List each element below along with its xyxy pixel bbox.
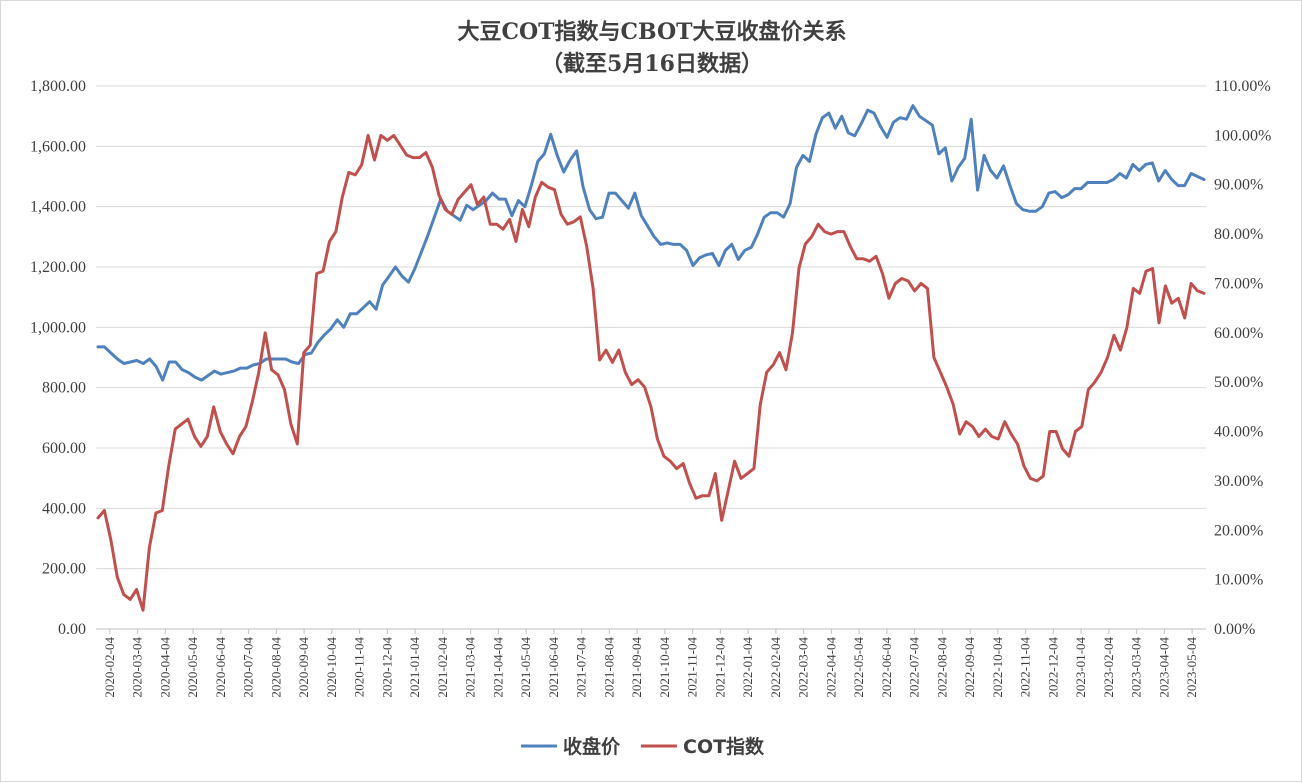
x-tick-label: 2020-10-04 bbox=[324, 637, 339, 698]
x-tick-label: 2020-02-04 bbox=[102, 637, 117, 698]
y-left-tick-label: 200.00 bbox=[42, 561, 86, 578]
x-tick-label: 2021-06-04 bbox=[546, 637, 561, 698]
x-tick-label: 2021-12-04 bbox=[712, 637, 727, 698]
x-tick-label: 2021-09-04 bbox=[629, 637, 644, 698]
y-left-tick-label: 1,000.00 bbox=[30, 319, 86, 336]
legend-label: COT指数 bbox=[683, 735, 765, 758]
y-left-tick-label: 1,600.00 bbox=[30, 138, 86, 155]
y-right-tick-label: 40.00% bbox=[1214, 424, 1263, 441]
series-lines bbox=[96, 104, 1206, 612]
series-line bbox=[96, 104, 1206, 382]
x-tick-label: 2023-03-04 bbox=[1129, 637, 1144, 698]
x-tick-label: 2021-08-04 bbox=[601, 637, 616, 698]
y-right-tick-label: 30.00% bbox=[1214, 473, 1263, 490]
y-left-tick-label: 600.00 bbox=[42, 440, 86, 457]
x-tick-label: 2022-04-04 bbox=[823, 637, 838, 698]
legend: 收盘价 COT指数 bbox=[521, 735, 765, 758]
y-left-tick-label: 1,800.00 bbox=[30, 78, 86, 95]
x-tick-label: 2021-10-04 bbox=[657, 637, 672, 698]
y-left-tick-label: 800.00 bbox=[42, 380, 86, 397]
y-left-tick-label: 1,200.00 bbox=[30, 259, 86, 276]
x-tick-label: 2023-02-04 bbox=[1101, 637, 1116, 698]
x-tick-label: 2020-12-04 bbox=[379, 637, 394, 698]
y-left-tick-label: 1,400.00 bbox=[30, 199, 86, 216]
x-tick-label: 2022-06-04 bbox=[879, 637, 894, 698]
x-tick-label: 2022-11-04 bbox=[1018, 637, 1033, 698]
y-right-tick-label: 50.00% bbox=[1214, 374, 1263, 391]
y-axis-right: 0.00% 10.00% 20.00% 30.00% 40.00% 50.00% 60.00… bbox=[1214, 78, 1271, 638]
y-right-tick-label: 100.00% bbox=[1214, 127, 1271, 144]
x-tick-label: 2023-01-04 bbox=[1073, 637, 1088, 698]
x-tick-label: 2020-08-04 bbox=[268, 637, 283, 698]
y-left-tick-label: 400.00 bbox=[42, 500, 86, 517]
x-tick-label: 2020-03-04 bbox=[130, 637, 145, 698]
x-tick-label: 2021-04-04 bbox=[490, 637, 505, 698]
x-tick-label: 2020-09-04 bbox=[296, 637, 311, 698]
y-left-tick-label: 0.00 bbox=[58, 621, 86, 638]
x-tick-label: 2022-12-04 bbox=[1045, 637, 1060, 698]
y-right-tick-label: 20.00% bbox=[1214, 522, 1263, 539]
x-axis: 2020-02-04 2020-03-04 2020-04-04 2020-05-04… bbox=[102, 629, 1199, 698]
gridlines bbox=[96, 85, 1206, 630]
x-tick-label: 2021-05-04 bbox=[518, 637, 533, 698]
x-tick-label: 2022-09-04 bbox=[962, 637, 977, 698]
x-tick-label: 2021-03-04 bbox=[463, 637, 478, 698]
x-tick-label: 2021-01-04 bbox=[407, 637, 422, 698]
y-right-tick-label: 80.00% bbox=[1214, 226, 1263, 243]
y-axis-left: 0.00 200.00 400.00 600.00 800.00 1,000.00 1,20… bbox=[30, 78, 86, 638]
y-right-tick-label: 10.00% bbox=[1214, 572, 1263, 589]
x-tick-label: 2020-06-04 bbox=[213, 637, 228, 698]
series-line bbox=[96, 133, 1206, 612]
x-tick-label: 2021-02-04 bbox=[435, 637, 450, 698]
y-right-tick-label: 0.00% bbox=[1214, 621, 1255, 638]
x-tick-label: 2020-07-04 bbox=[241, 637, 256, 698]
x-tick-label: 2021-11-04 bbox=[685, 637, 700, 698]
y-right-tick-label: 70.00% bbox=[1214, 275, 1263, 292]
x-tick-label: 2022-01-04 bbox=[740, 637, 755, 698]
y-right-tick-label: 60.00% bbox=[1214, 325, 1263, 342]
chart-subtitle: （截至5月16日数据） bbox=[541, 51, 763, 77]
legend-label: 收盘价 bbox=[563, 735, 621, 758]
chart-title: 大豆COT指数与CBOT大豆收盘价关系 bbox=[457, 19, 846, 45]
x-tick-label: 2021-07-04 bbox=[574, 637, 589, 698]
y-right-tick-label: 90.00% bbox=[1214, 177, 1263, 194]
x-tick-label: 2020-04-04 bbox=[157, 637, 172, 698]
x-tick-label: 2023-05-04 bbox=[1184, 637, 1199, 698]
y-right-tick-label: 110.00% bbox=[1214, 78, 1271, 95]
x-tick-label: 2023-04-04 bbox=[1156, 637, 1171, 698]
x-tick-label: 2020-11-04 bbox=[352, 637, 367, 698]
x-tick-label: 2022-08-04 bbox=[934, 637, 949, 698]
x-tick-label: 2022-03-04 bbox=[796, 637, 811, 698]
x-tick-label: 2022-10-04 bbox=[990, 637, 1005, 698]
x-tick-label: 2022-02-04 bbox=[768, 637, 783, 698]
x-tick-label: 2020-05-04 bbox=[185, 637, 200, 698]
x-tick-label: 2022-05-04 bbox=[851, 637, 866, 698]
x-tick-label: 2022-07-04 bbox=[907, 637, 922, 698]
